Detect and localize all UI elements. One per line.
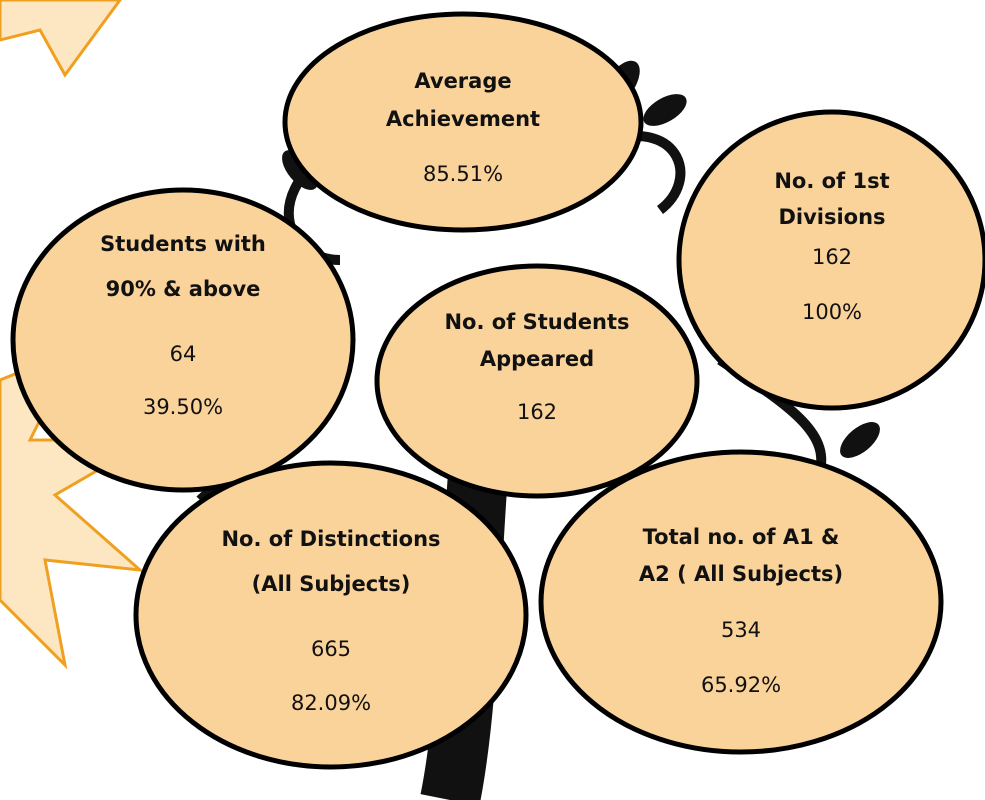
node-bubble [136, 463, 526, 767]
node-value: 100% [802, 300, 862, 324]
node-value: 39.50% [143, 395, 223, 419]
node-title: No. of Students [444, 310, 629, 334]
node-title: (All Subjects) [252, 572, 411, 596]
node-title: Students with [100, 232, 266, 256]
node-title: A2 ( All Subjects) [639, 562, 843, 586]
node-value: 85.51% [423, 162, 503, 186]
node-value: 65.92% [701, 673, 781, 697]
starburst [0, 0, 120, 75]
node-bubble [541, 452, 941, 752]
node-title: Achievement [386, 107, 540, 131]
node-bubble [377, 266, 697, 496]
page: Average Achievement 85.51% No. of 1st Divisi… [0, 0, 985, 800]
node-title: No. of 1st [774, 169, 889, 193]
node-value: 64 [170, 342, 197, 366]
node-title: Divisions [778, 205, 885, 229]
node-title: Appeared [480, 347, 594, 371]
node-value: 162 [517, 400, 557, 424]
node-value: 82.09% [291, 691, 371, 715]
node-title: 90% & above [106, 277, 261, 301]
node-value: 665 [311, 637, 351, 661]
diagram: Average Achievement 85.51% No. of 1st Divisi… [0, 0, 985, 800]
node-title: Total no. of A1 & [643, 525, 840, 549]
node-title: No. of Distinctions [221, 527, 440, 551]
node-value: 534 [721, 618, 761, 642]
node-title: Average [414, 69, 511, 93]
node-value: 162 [812, 245, 852, 269]
